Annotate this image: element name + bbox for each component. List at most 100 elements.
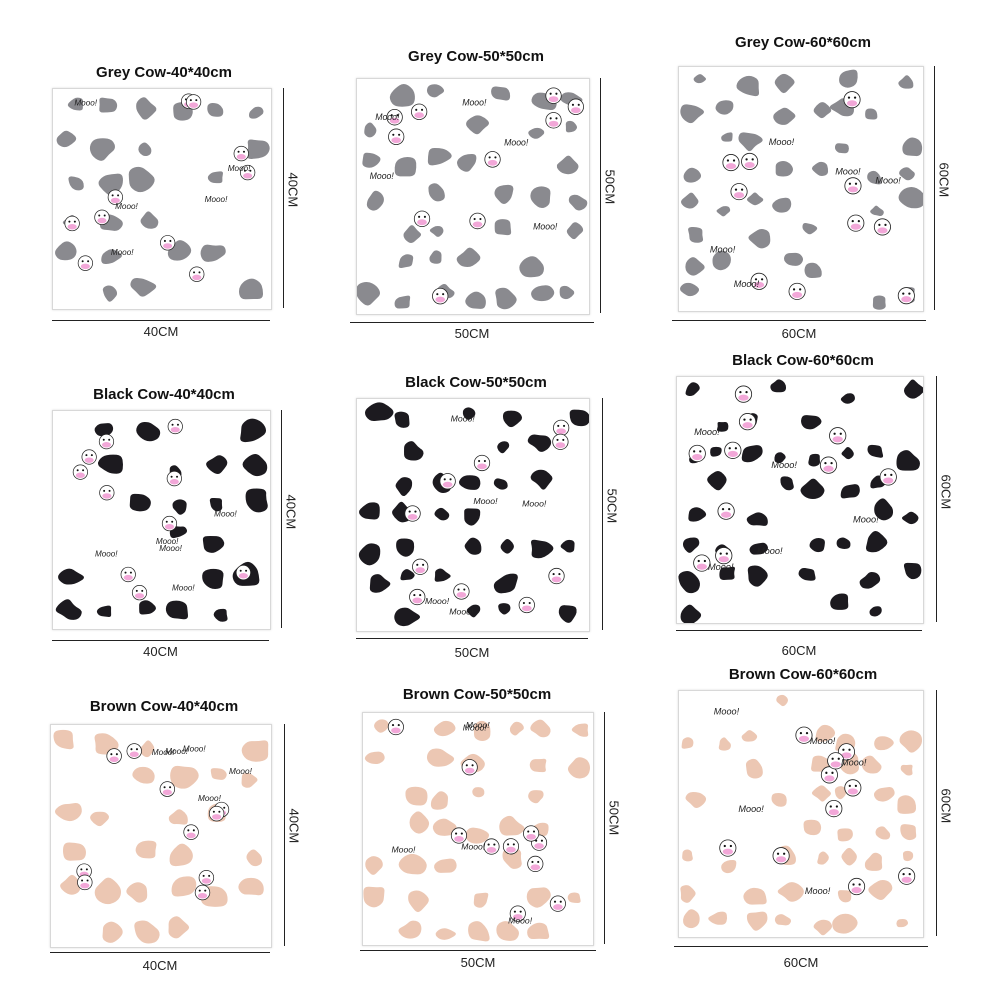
- width-dimension-line: [360, 950, 596, 951]
- cow-spot: [743, 887, 767, 905]
- cow-face-icon: [235, 564, 251, 581]
- cow-spot: [242, 454, 268, 477]
- cow-spot: [556, 155, 579, 175]
- cow-spot: [873, 787, 895, 802]
- cow-spot: [571, 723, 589, 737]
- cow-spot: [867, 170, 882, 185]
- cow-face-icon: [450, 827, 467, 844]
- cow-spot: [398, 254, 414, 269]
- cow-spot: [834, 786, 847, 800]
- cow-spot: [813, 102, 832, 119]
- cow-spot: [168, 916, 190, 939]
- cow-spot: [718, 737, 731, 751]
- mooo-text: Mooo!: [214, 510, 237, 519]
- cow-spot: [830, 593, 849, 610]
- cow-spot: [55, 241, 77, 261]
- cow-spot: [719, 566, 735, 580]
- cow-spot: [869, 606, 882, 617]
- pattern-swatch: Mooo! Mooo! Mooo! Mooo! Mooo!: [362, 712, 594, 946]
- cow-spot: [685, 257, 705, 276]
- cow-spot: [473, 720, 491, 742]
- cow-spot: [567, 892, 581, 903]
- mooo-text: Mooo!: [835, 167, 861, 177]
- cow-face-icon: [552, 433, 569, 450]
- cow-face-icon: [412, 558, 429, 575]
- pattern-swatch: Mooo! Mooo! Mooo! Mooo! Mooo!: [676, 376, 924, 624]
- cow-spot: [458, 475, 481, 490]
- cow-face-icon: [161, 515, 178, 532]
- cow-spot: [712, 250, 731, 271]
- cow-face-icon: [527, 855, 544, 873]
- cow-spot: [680, 604, 702, 623]
- cow-spot: [102, 921, 123, 943]
- cow-face-icon: [879, 468, 897, 486]
- cow-spot: [865, 108, 878, 120]
- pattern-swatch: Mooo! Mooo! Mooo! Mooo! Mooo!: [52, 88, 272, 310]
- cow-spot: [169, 843, 193, 867]
- cow-face-icon: [387, 718, 404, 736]
- cow-spot: [875, 826, 891, 840]
- cow-spot: [493, 478, 508, 490]
- cow-face-icon: [185, 94, 202, 110]
- cow-spot: [135, 840, 157, 859]
- cow-face-icon: [167, 418, 183, 435]
- cow-spot: [745, 758, 763, 779]
- cow-spot: [434, 858, 457, 873]
- cow-face-icon: [166, 470, 182, 487]
- cow-spot: [902, 137, 923, 157]
- cow-spot: [464, 508, 481, 526]
- cow-spot: [496, 921, 519, 941]
- cow-spot: [707, 470, 727, 491]
- mooo-text: Mooo!: [156, 537, 179, 546]
- cow-face-icon: [741, 152, 759, 170]
- cow-spot: [395, 477, 413, 497]
- width-dimension-line: [672, 320, 926, 321]
- height-dimension-line: [281, 410, 282, 628]
- cow-face-icon: [549, 895, 566, 912]
- cow-spot: [426, 84, 445, 98]
- cow-face-icon: [198, 869, 215, 886]
- cow-face-icon: [120, 566, 136, 583]
- cow-face-icon: [183, 824, 199, 840]
- cow-spot: [53, 729, 74, 750]
- cow-spot: [130, 277, 157, 297]
- cow-spot: [811, 785, 832, 802]
- cow-spot: [428, 183, 445, 202]
- cow-spot: [813, 919, 833, 936]
- cow-spot: [249, 106, 264, 119]
- cow-spot: [405, 786, 428, 806]
- mooo-text: Mooo!: [392, 845, 417, 855]
- cow-face-icon: [688, 444, 706, 463]
- cow-pattern: Mooo!Mooo!Mooo!Mooo!Mooo!: [55, 418, 268, 622]
- cow-spot: [899, 167, 915, 181]
- mooo-text: Mooo!: [853, 514, 879, 524]
- cow-spot: [527, 434, 552, 452]
- cow-face-icon: [730, 183, 748, 201]
- cow-spot: [683, 909, 700, 929]
- cow-spot: [903, 562, 922, 580]
- product-title: Brown Cow-40*40cm: [89, 698, 239, 715]
- cow-spot: [495, 287, 517, 310]
- mooo-text: Mooo!: [694, 427, 720, 437]
- width-label: 40CM: [143, 324, 179, 339]
- cow-spot: [837, 828, 853, 842]
- width-label: 40CM: [142, 958, 178, 973]
- cow-spot: [55, 599, 82, 620]
- cow-face-icon: [439, 473, 456, 490]
- cow-face-icon: [844, 177, 862, 195]
- mooo-text: Mooo!: [810, 736, 836, 746]
- cow-spot: [773, 107, 796, 125]
- cow-spot: [747, 565, 768, 587]
- cow-spot: [97, 454, 123, 474]
- cow-face-icon: [898, 867, 916, 885]
- cow-spot: [500, 539, 514, 554]
- mooo-text: Mooo!: [425, 596, 450, 606]
- mooo-text: Mooo!: [229, 767, 253, 776]
- cow-face-icon: [64, 215, 80, 232]
- cow-spot: [812, 161, 829, 177]
- cow-spot: [394, 411, 410, 428]
- height-dimension-line: [936, 690, 937, 936]
- cow-spot: [457, 153, 477, 172]
- mooo-text: Mooo!: [841, 757, 867, 767]
- cow-spot: [872, 295, 886, 310]
